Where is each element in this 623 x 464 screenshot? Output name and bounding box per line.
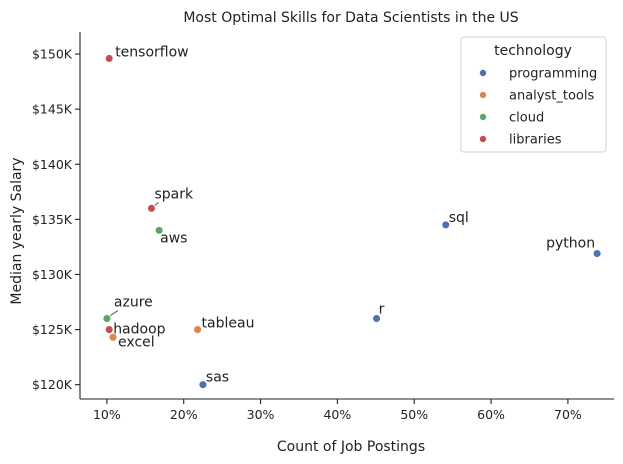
point-r — [372, 314, 382, 323]
y-axis-ticks: $120K $125K $130K $135K $140K $145K $150K — [32, 47, 80, 392]
y-tick-label: $135K — [32, 212, 73, 227]
point-excel — [108, 332, 118, 342]
legend: technology programming analyst_toolscloud… — [460, 36, 607, 153]
label-hadoop: hadoop — [113, 322, 165, 338]
point-sas — [198, 380, 208, 390]
x-tick-label: 30% — [247, 407, 275, 422]
y-tick-label: $130K — [32, 267, 73, 282]
x-tick-label: 70% — [554, 407, 582, 422]
legend-marker-programming — [478, 69, 487, 78]
chart-title: Most Optimal Skills for Data Scientists … — [183, 10, 518, 26]
legend-frame — [460, 36, 607, 153]
point-spark — [147, 203, 156, 213]
legend-marker-analyst_tools — [478, 91, 487, 100]
x-axis-label: Count of Job Postings — [277, 439, 425, 455]
point-azure — [102, 314, 112, 323]
label-sas: sas — [206, 370, 229, 386]
label-tensorflow: tensorflow — [115, 44, 188, 60]
legend-label-analyst_tools: analyst_tools — [509, 89, 594, 104]
point-tensorflow — [104, 54, 114, 63]
y-tick-label: $150K — [32, 47, 73, 62]
point-python — [592, 249, 602, 258]
label-sql: sql — [449, 210, 469, 226]
x-tick-label: 60% — [477, 407, 505, 422]
y-tick-label: $145K — [32, 102, 73, 117]
legend-label-programming: programming — [509, 67, 597, 82]
y-tick-label: $125K — [32, 322, 73, 337]
y-tick-label: $120K — [32, 377, 73, 392]
label-r: r — [379, 302, 385, 318]
legend-label-cloud: cloud — [509, 111, 544, 126]
legend-marker-cloud — [478, 113, 487, 122]
point-sql — [441, 220, 451, 230]
label-spark: spark — [154, 186, 194, 202]
point-hadoop — [104, 325, 114, 335]
legend-title: technology — [494, 43, 572, 59]
label-excel: excel — [118, 334, 155, 350]
leader-azure — [108, 310, 119, 317]
point-aws — [154, 225, 164, 235]
label-azure: azure — [114, 295, 153, 311]
data-points — [102, 54, 602, 390]
x-tick-label: 50% — [400, 407, 428, 422]
label-aws: aws — [160, 230, 187, 246]
y-tick-label: $140K — [32, 157, 73, 172]
legend-marker-libraries — [478, 134, 487, 143]
x-axis-ticks: 10% 20% 30% 40% 50% 60% 70% — [93, 399, 582, 422]
x-tick-label: 40% — [323, 407, 351, 422]
legend-label-libraries: libraries — [509, 133, 562, 148]
x-tick-label: 10% — [93, 407, 121, 422]
label-tableau: tableau — [202, 316, 255, 332]
x-tick-label: 20% — [170, 407, 198, 422]
y-axis-label: Median yearly Salary — [9, 157, 25, 304]
point-tableau — [193, 325, 203, 335]
label-python: python — [546, 236, 595, 252]
data-point-labels: tensorflow spark aws sql python azure hadoopex… — [113, 44, 595, 385]
